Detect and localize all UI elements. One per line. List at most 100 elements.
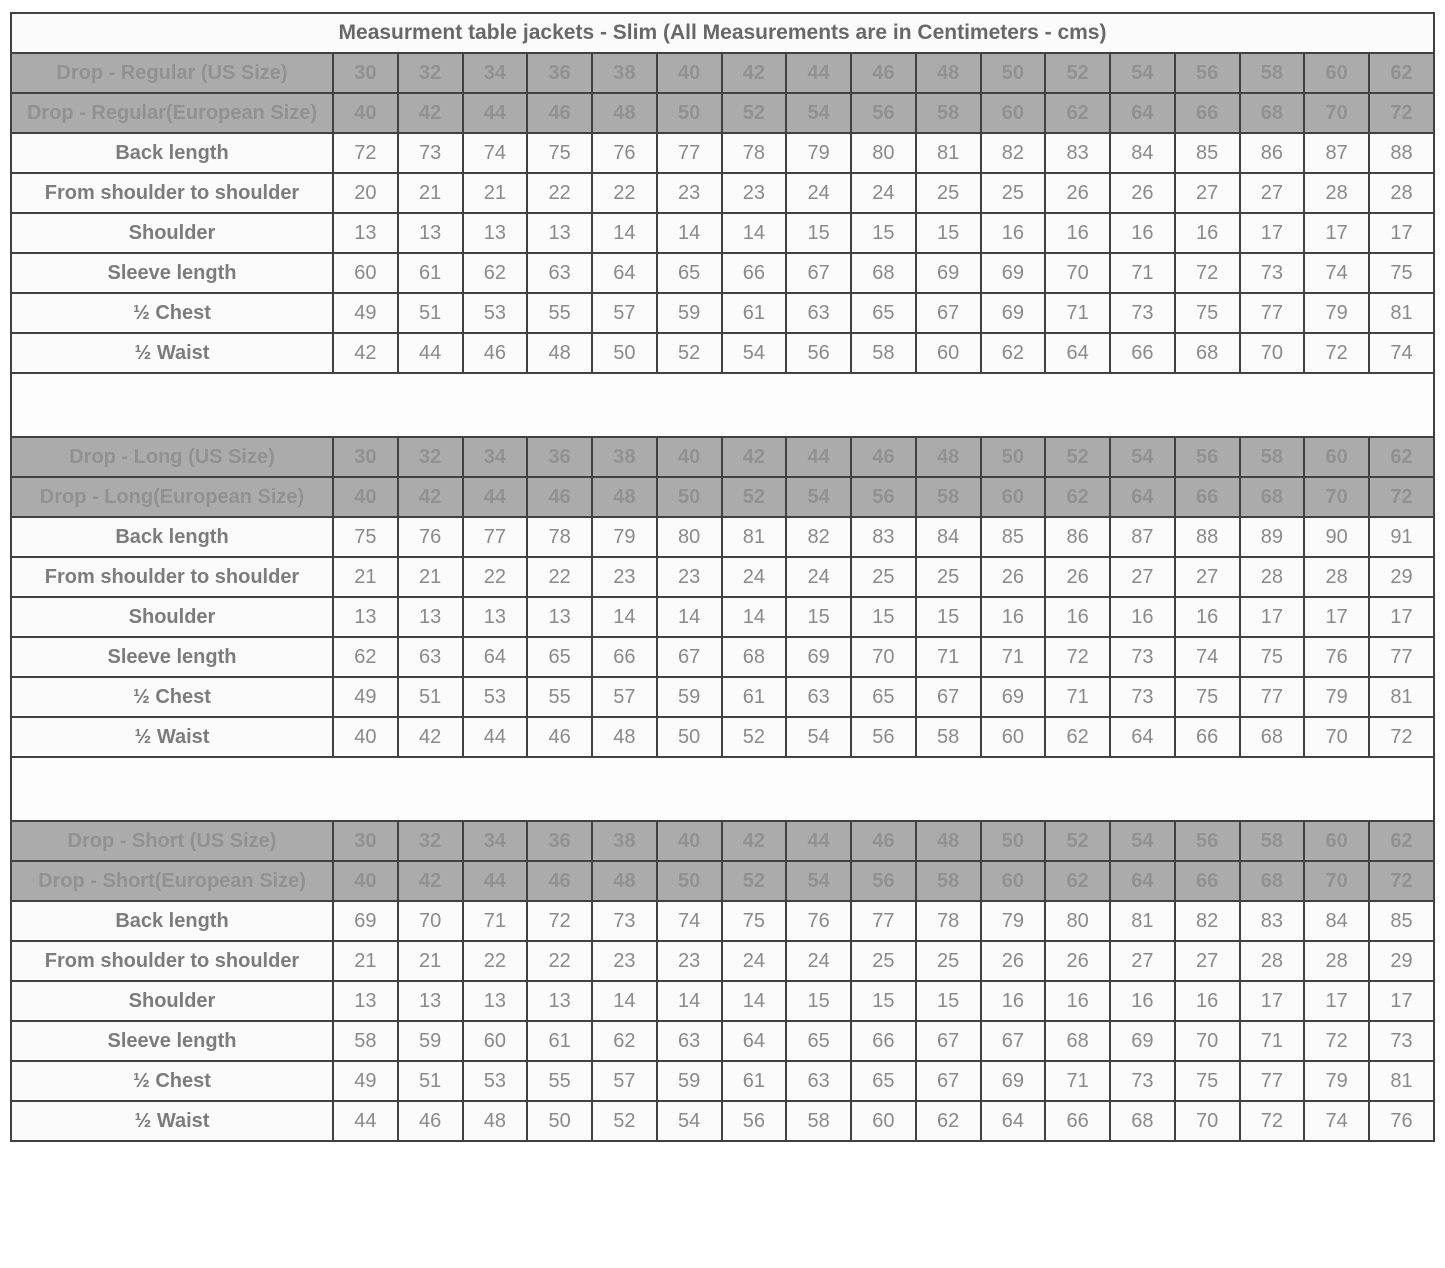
value-cell: 40 bbox=[332, 716, 399, 758]
value-cell: 75 bbox=[1238, 636, 1306, 678]
value-cell: 73 bbox=[1109, 1060, 1176, 1102]
value-cell: 77 bbox=[1238, 1060, 1306, 1102]
size-cell: 50 bbox=[979, 820, 1047, 862]
value-cell: 25 bbox=[914, 556, 982, 598]
value-cell: 25 bbox=[979, 172, 1047, 214]
value-cell: 64 bbox=[1109, 716, 1176, 758]
size-cell: 48 bbox=[914, 52, 982, 94]
value-cell: 58 bbox=[785, 1100, 852, 1142]
value-cell: 60 bbox=[850, 1100, 917, 1142]
value-cell: 13 bbox=[332, 212, 399, 254]
value-cell: 72 bbox=[1303, 1020, 1370, 1062]
size-cell: 42 bbox=[720, 820, 788, 862]
row-label: ½ Waist bbox=[10, 1100, 334, 1142]
size-cell: 58 bbox=[1238, 820, 1306, 862]
value-cell: 72 bbox=[1173, 252, 1241, 294]
value-cell: 14 bbox=[655, 212, 723, 254]
value-cell: 13 bbox=[461, 212, 529, 254]
value-cell: 17 bbox=[1368, 980, 1435, 1022]
value-cell: 72 bbox=[1368, 716, 1435, 758]
value-cell: 84 bbox=[1303, 900, 1370, 942]
value-cell: 69 bbox=[979, 252, 1047, 294]
measurement-row-long: ½ Waist 40 42 44 46 48 50 52 54 56 58 60 62 64 66 68 70 7… bbox=[10, 716, 1435, 758]
value-cell: 89 bbox=[1238, 516, 1306, 558]
value-cell: 27 bbox=[1109, 940, 1176, 982]
value-cell: 63 bbox=[785, 292, 852, 334]
value-cell: 28 bbox=[1238, 556, 1306, 598]
value-cell: 20 bbox=[332, 172, 399, 214]
value-cell: 21 bbox=[396, 172, 464, 214]
value-cell: 75 bbox=[720, 900, 788, 942]
size-cell: 32 bbox=[396, 820, 464, 862]
value-cell: 15 bbox=[850, 212, 917, 254]
value-cell: 26 bbox=[1044, 940, 1111, 982]
value-cell: 26 bbox=[1044, 172, 1111, 214]
size-cell: 60 bbox=[979, 92, 1047, 134]
value-cell: 71 bbox=[1044, 676, 1111, 718]
value-cell: 69 bbox=[332, 900, 399, 942]
value-cell: 78 bbox=[914, 900, 982, 942]
value-cell: 62 bbox=[1044, 716, 1111, 758]
size-cell: 44 bbox=[785, 436, 852, 478]
value-cell: 16 bbox=[1173, 596, 1241, 638]
size-cell: 50 bbox=[979, 436, 1047, 478]
value-cell: 14 bbox=[720, 212, 788, 254]
value-cell: 21 bbox=[461, 172, 529, 214]
value-cell: 16 bbox=[1173, 212, 1241, 254]
measurement-row-short: Shoulder 13 13 13 13 14 14 14 15 15 15 16 16 16 16 17 17… bbox=[10, 980, 1435, 1022]
row-label: Drop - Short(European Size) bbox=[10, 860, 334, 902]
size-cell: 54 bbox=[1109, 52, 1176, 94]
row-label: Sleeve length bbox=[10, 636, 334, 678]
value-cell: 69 bbox=[979, 292, 1047, 334]
value-cell: 62 bbox=[591, 1020, 658, 1062]
size-cell: 56 bbox=[1173, 820, 1241, 862]
size-cell: 52 bbox=[720, 476, 788, 518]
measurement-row-long: ½ Chest 49 51 53 55 57 59 61 63 65 67 69 71 73 75 77 79 8… bbox=[10, 676, 1435, 718]
value-cell: 67 bbox=[914, 676, 982, 718]
value-cell: 74 bbox=[461, 132, 529, 174]
value-cell: 76 bbox=[396, 516, 464, 558]
size-header-row-long: Drop - Long (US Size) 30 32 34 36 38 40 42 44 46 4… bbox=[10, 436, 1435, 478]
value-cell: 65 bbox=[850, 1060, 917, 1102]
value-cell: 62 bbox=[332, 636, 399, 678]
row-label: ½ Chest bbox=[10, 676, 334, 718]
value-cell: 59 bbox=[655, 292, 723, 334]
size-header-row-short: Drop - Short(European Size) 40 42 44 46 48 50 5… bbox=[10, 860, 1435, 902]
row-label: Drop - Regular (US Size) bbox=[10, 52, 334, 94]
value-cell: 16 bbox=[1109, 596, 1176, 638]
size-cell: 58 bbox=[914, 92, 982, 134]
value-cell: 51 bbox=[396, 1060, 464, 1102]
section-spacer-row bbox=[10, 372, 1435, 438]
value-cell: 28 bbox=[1368, 172, 1435, 214]
value-cell: 17 bbox=[1303, 212, 1370, 254]
size-cell: 56 bbox=[1173, 52, 1241, 94]
value-cell: 13 bbox=[332, 596, 399, 638]
value-cell: 26 bbox=[1109, 172, 1176, 214]
value-cell: 80 bbox=[655, 516, 723, 558]
value-cell: 72 bbox=[332, 132, 399, 174]
measurement-row-short: ½ Waist 44 46 48 50 52 54 56 58 60 62 64 66 68 70 72 74 7… bbox=[10, 1100, 1435, 1142]
size-cell: 70 bbox=[1303, 92, 1370, 134]
value-cell: 48 bbox=[526, 332, 593, 374]
value-cell: 56 bbox=[850, 716, 917, 758]
size-cell: 48 bbox=[914, 436, 982, 478]
value-cell: 26 bbox=[979, 556, 1047, 598]
value-cell: 52 bbox=[720, 716, 788, 758]
size-cell: 40 bbox=[332, 860, 399, 902]
value-cell: 80 bbox=[850, 132, 917, 174]
value-cell: 15 bbox=[850, 596, 917, 638]
size-cell: 42 bbox=[720, 52, 788, 94]
value-cell: 81 bbox=[1368, 676, 1435, 718]
value-cell: 24 bbox=[850, 172, 917, 214]
value-cell: 44 bbox=[332, 1100, 399, 1142]
measurement-row-regular: Shoulder 13 13 13 13 14 14 14 15 15 15 16 16 16 16 17 17… bbox=[10, 212, 1435, 254]
value-cell: 66 bbox=[1173, 716, 1241, 758]
size-cell: 58 bbox=[1238, 52, 1306, 94]
value-cell: 16 bbox=[1044, 212, 1111, 254]
table-title: Measurment table jackets - Slim (All Mea… bbox=[10, 12, 1435, 54]
value-cell: 77 bbox=[461, 516, 529, 558]
value-cell: 73 bbox=[1109, 636, 1176, 678]
value-cell: 13 bbox=[526, 212, 593, 254]
size-header-row-long: Drop - Long(European Size) 40 42 44 46 48 50 52… bbox=[10, 476, 1435, 518]
row-label: Sleeve length bbox=[10, 1020, 334, 1062]
